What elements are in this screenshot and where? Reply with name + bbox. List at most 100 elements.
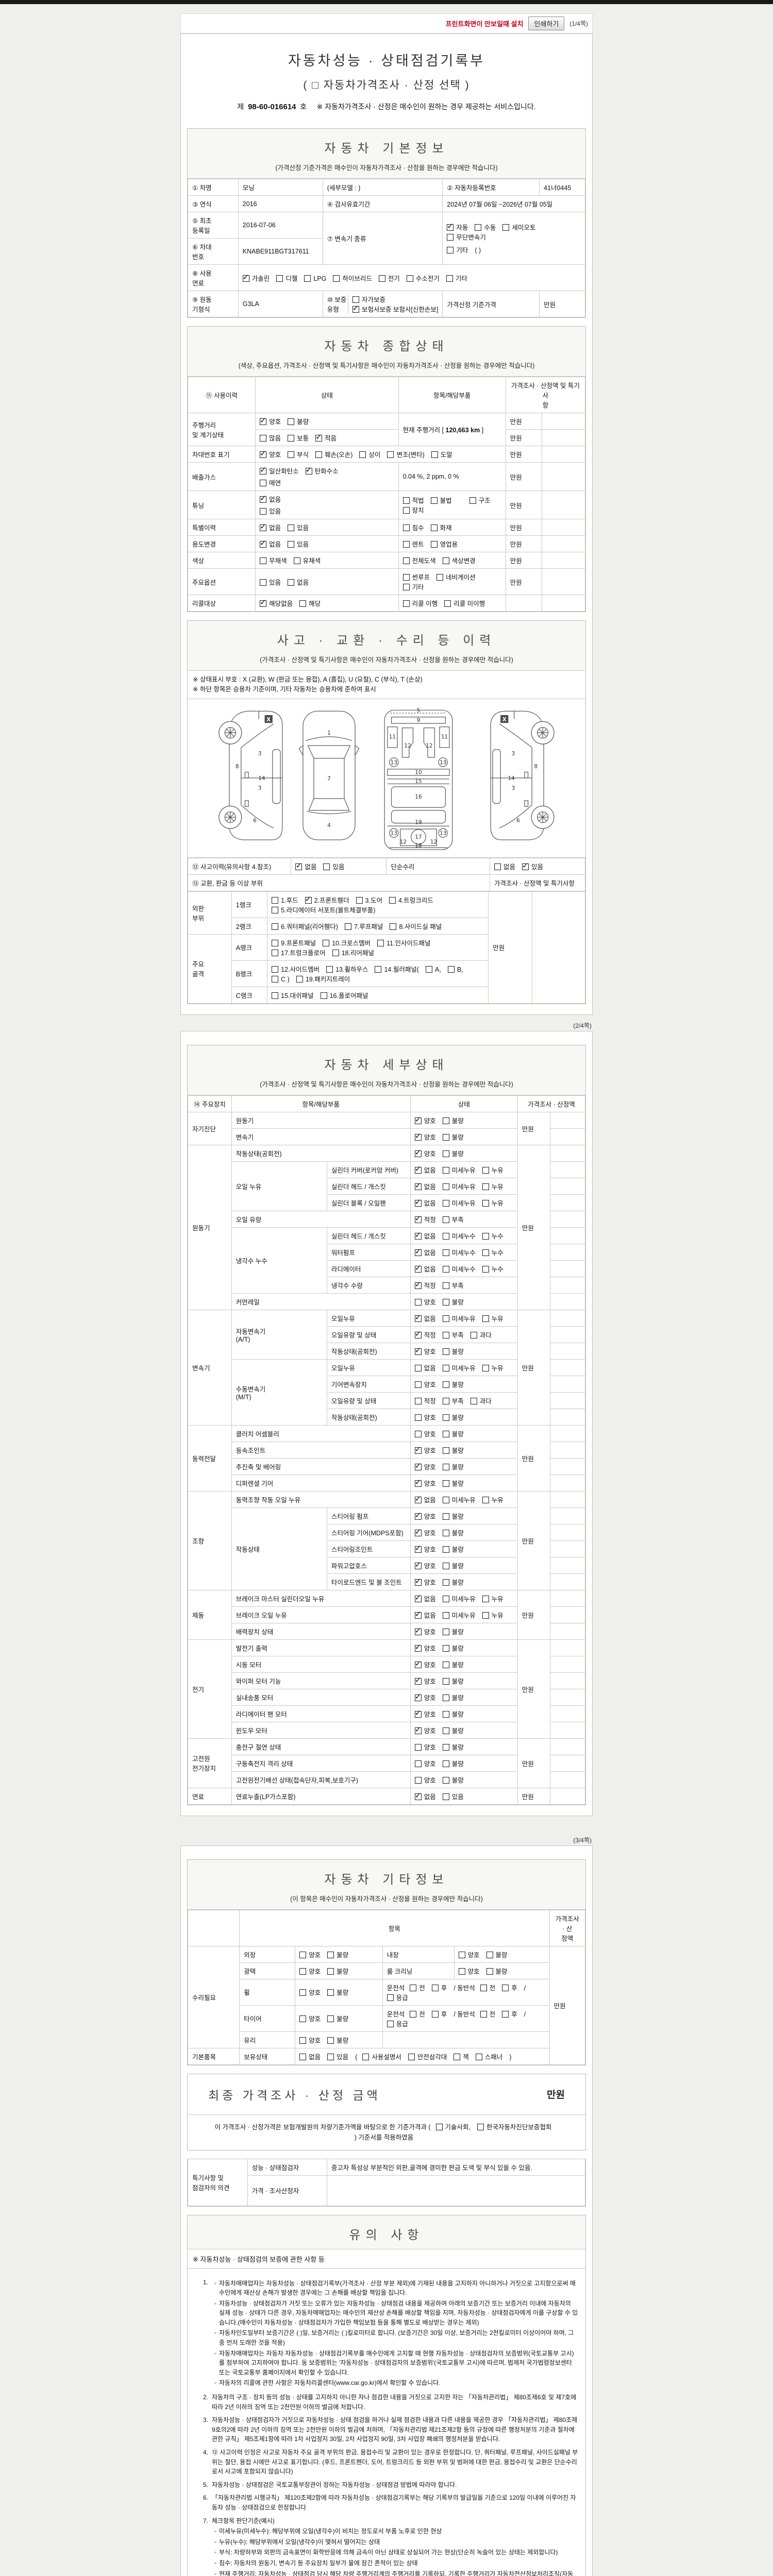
checked-checkbox-icon[interactable] <box>315 432 323 442</box>
unchecked-checkbox-icon[interactable] <box>323 939 330 946</box>
unchecked-checkbox-icon[interactable] <box>482 1595 489 1602</box>
checkbox-option[interactable]: 보험사보증 보험사[신한손보] <box>352 303 438 314</box>
unchecked-checkbox-icon[interactable] <box>453 2053 461 2060</box>
checkbox-option[interactable]: 양호 <box>414 1115 436 1125</box>
checked-checkbox-icon[interactable] <box>352 303 359 313</box>
unchecked-checkbox-icon[interactable] <box>386 1994 394 2001</box>
checkbox-option[interactable]: 한국자동차진단보증협회 <box>477 2122 552 2132</box>
checked-checkbox-icon[interactable] <box>305 894 312 904</box>
checkbox-option[interactable]: 구조 <box>469 495 491 505</box>
unchecked-checkbox-icon[interactable] <box>482 1232 489 1240</box>
unchecked-checkbox-icon[interactable] <box>482 1265 489 1273</box>
unchecked-checkbox-icon[interactable] <box>402 524 410 531</box>
checkbox-option[interactable]: 양호 <box>414 1445 436 1455</box>
unchecked-checkbox-icon[interactable] <box>482 1612 489 1619</box>
checked-checkbox-icon[interactable] <box>260 522 267 531</box>
checkbox-option[interactable]: 누수 <box>482 1231 503 1241</box>
unchecked-checkbox-icon[interactable] <box>327 2015 334 2022</box>
unchecked-checkbox-icon[interactable] <box>288 435 295 442</box>
unchecked-checkbox-icon[interactable] <box>435 2123 443 2130</box>
unchecked-checkbox-icon[interactable] <box>447 234 454 241</box>
checkbox-option[interactable]: 없음 <box>414 1164 436 1175</box>
checkbox-option[interactable]: 적음 <box>315 432 337 443</box>
checkbox-option[interactable]: 누유 <box>482 1165 503 1175</box>
unchecked-checkbox-icon[interactable] <box>442 1776 449 1784</box>
unchecked-checkbox-icon[interactable] <box>475 224 482 231</box>
checkbox-option[interactable]: 일산화탄소 <box>260 465 299 476</box>
checkbox-option[interactable]: 불량 <box>327 1987 348 1997</box>
checked-checkbox-icon[interactable] <box>414 1560 422 1569</box>
checkbox-option[interactable]: 전 <box>480 2009 495 2019</box>
checked-checkbox-icon[interactable] <box>295 861 303 870</box>
unchecked-checkbox-icon[interactable] <box>442 1183 449 1190</box>
unchecked-checkbox-icon[interactable] <box>410 2010 417 2018</box>
checkbox-option[interactable]: 양호 <box>414 1642 436 1653</box>
unchecked-checkbox-icon[interactable] <box>442 1150 449 1157</box>
checkbox-option[interactable]: 양호 <box>414 1626 436 1636</box>
checkbox-option[interactable]: 없음 <box>414 1791 436 1801</box>
checkbox-option[interactable]: 전체도색 <box>402 555 436 565</box>
checkbox-option[interactable]: 없음 <box>260 538 281 549</box>
checkbox-option[interactable]: 있음 <box>522 861 543 871</box>
checkbox-option[interactable]: 없음 <box>414 1609 436 1620</box>
unchecked-checkbox-icon[interactable] <box>362 2053 369 2060</box>
checkbox-option[interactable]: 없음 <box>414 1363 436 1372</box>
checkbox-option[interactable]: 전 <box>480 1982 495 1992</box>
unchecked-checkbox-icon[interactable] <box>442 1249 449 1256</box>
unchecked-checkbox-icon[interactable] <box>272 896 279 904</box>
unchecked-checkbox-icon[interactable] <box>470 1331 477 1338</box>
checkbox-option[interactable]: 없음 <box>414 1247 436 1257</box>
unchecked-checkbox-icon[interactable] <box>389 896 396 904</box>
unchecked-checkbox-icon[interactable] <box>442 1414 449 1421</box>
unchecked-checkbox-icon[interactable] <box>447 247 454 253</box>
checkbox-option[interactable]: 양호 <box>414 1742 436 1752</box>
checkbox-option[interactable]: 기타 <box>402 582 424 591</box>
checkbox-option[interactable]: 10.크로스멤버 <box>323 938 371 947</box>
unchecked-checkbox-icon[interactable] <box>402 574 410 581</box>
checkbox-option[interactable]: 적법 <box>402 495 424 505</box>
checkbox-option[interactable]: 미세누유 <box>442 1313 476 1323</box>
unchecked-checkbox-icon[interactable] <box>436 574 444 581</box>
checkbox-option[interactable]: 양호 <box>299 1950 321 1959</box>
checked-checkbox-icon[interactable] <box>414 1329 422 1338</box>
unchecked-checkbox-icon[interactable] <box>494 863 501 870</box>
unchecked-checkbox-icon[interactable] <box>299 2037 307 2044</box>
unchecked-checkbox-icon[interactable] <box>442 1727 449 1734</box>
checkbox-option[interactable]: 양호 <box>414 1412 436 1422</box>
checkbox-option[interactable]: 불량 <box>327 1966 348 1976</box>
unchecked-checkbox-icon[interactable] <box>480 1984 487 1991</box>
checkbox-option[interactable]: 양호 <box>299 1966 321 1976</box>
checkbox-option[interactable]: 19.패키지트레이 <box>296 974 350 984</box>
unchecked-checkbox-icon[interactable] <box>260 435 267 442</box>
unchecked-checkbox-icon[interactable] <box>320 992 327 999</box>
checkbox-option[interactable]: 양호 <box>299 1987 321 1997</box>
checkbox-option[interactable]: 불량 <box>442 1709 464 1719</box>
unchecked-checkbox-icon[interactable] <box>482 1199 489 1207</box>
checkbox-option[interactable]: 불량 <box>486 1966 508 1976</box>
unchecked-checkbox-icon[interactable] <box>482 1315 489 1322</box>
checkbox-option[interactable]: 불량 <box>486 1950 508 1959</box>
unchecked-checkbox-icon[interactable] <box>442 1710 449 1718</box>
checkbox-option[interactable]: 불량 <box>442 1742 464 1752</box>
checkbox-option[interactable]: 7.루프패널 <box>344 921 383 931</box>
checked-checkbox-icon[interactable] <box>414 1577 422 1586</box>
unchecked-checkbox-icon[interactable] <box>442 1282 449 1289</box>
unchecked-checkbox-icon[interactable] <box>442 1166 449 1174</box>
checkbox-option[interactable]: 불량 <box>327 2013 348 2023</box>
checkbox-option[interactable]: 불량 <box>442 1626 464 1636</box>
checked-checkbox-icon[interactable] <box>414 1791 422 1800</box>
unchecked-checkbox-icon[interactable] <box>414 1430 422 1437</box>
checked-checkbox-icon[interactable] <box>414 1230 422 1240</box>
unchecked-checkbox-icon[interactable] <box>442 1529 449 1536</box>
checked-checkbox-icon[interactable] <box>260 538 267 548</box>
checked-checkbox-icon[interactable] <box>414 1247 422 1256</box>
checkbox-option[interactable]: 후 <box>502 2009 517 2019</box>
checkbox-option[interactable]: 14.필러패널( <box>375 964 419 974</box>
unchecked-checkbox-icon[interactable] <box>414 1364 422 1371</box>
checkbox-option[interactable]: 자동 <box>447 222 468 232</box>
checkbox-option[interactable]: 미세누수 <box>442 1264 476 1274</box>
checkbox-option[interactable]: 양호 <box>414 1131 436 1142</box>
checkbox-option[interactable]: 부족 <box>442 1396 464 1405</box>
unchecked-checkbox-icon[interactable] <box>272 906 279 913</box>
checked-checkbox-icon[interactable] <box>414 1445 422 1454</box>
